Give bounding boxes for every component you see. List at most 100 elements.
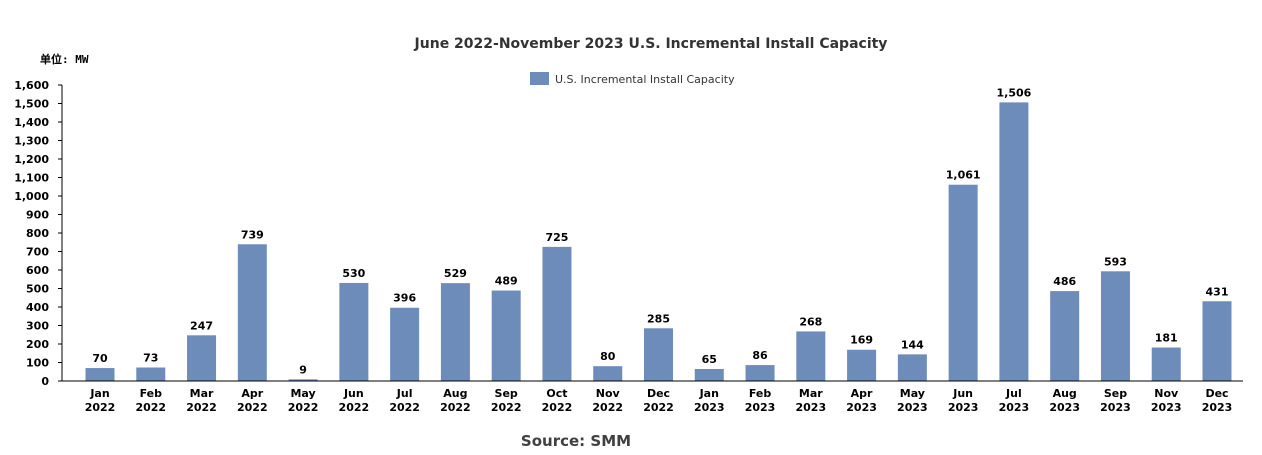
data-label: 431 [1206, 285, 1229, 298]
x-tick-label-year: 2022 [542, 401, 573, 414]
x-tick-label-month: Dec [647, 387, 670, 400]
y-axis: 0 100 200 300 400 500 600 700 800 900 1,000 1,100 1,… [14, 79, 63, 388]
bar [491, 290, 521, 381]
legend-label: U.S. Incremental Install Capacity [555, 73, 735, 86]
y-tick-label: 700 [26, 246, 49, 259]
data-label: 247 [190, 319, 213, 332]
data-label: 169 [850, 334, 873, 347]
x-tick-label-year: 2023 [694, 401, 725, 414]
x-tick-label-month: May [900, 387, 925, 400]
bar [85, 368, 115, 381]
chart-title: June 2022-November 2023 U.S. Incremental… [414, 36, 888, 52]
x-tick-label-year: 2022 [85, 401, 116, 414]
data-label: 65 [702, 353, 717, 366]
x-tick-label-year: 2022 [592, 401, 623, 414]
x-tick-label-year: 2022 [491, 401, 522, 414]
data-label: 529 [444, 267, 467, 280]
x-tick-label-year: 2023 [846, 401, 877, 414]
x-tick-label-month: Apr [241, 387, 263, 400]
x-tick-label-year: 2023 [1100, 401, 1131, 414]
x-tick-label-year: 2022 [186, 401, 217, 414]
bar [644, 328, 673, 381]
y-tick-label: 200 [26, 338, 49, 351]
data-label: 268 [799, 315, 822, 328]
bar [1202, 301, 1232, 381]
data-label: 593 [1104, 255, 1127, 268]
data-label: 80 [600, 350, 616, 363]
data-label: 73 [143, 351, 158, 364]
x-tick-label-month: Jun [952, 387, 973, 400]
y-tick-label: 300 [26, 320, 49, 333]
data-label: 486 [1053, 275, 1076, 288]
bar [542, 246, 572, 381]
data-label: 9 [299, 363, 307, 376]
bar [593, 366, 623, 381]
bar [1050, 291, 1080, 381]
x-tick-label-year: 2023 [1202, 401, 1233, 414]
x-tick-label-year: 2023 [1049, 401, 1080, 414]
y-tick-label: 1,500 [14, 98, 49, 111]
y-tick-label: 900 [26, 209, 49, 222]
x-tick-label-month: Mar [190, 387, 214, 400]
x-tick-label-month: Dec [1205, 387, 1228, 400]
x-tick-label-year: 2023 [1151, 401, 1182, 414]
data-label: 1,506 [997, 86, 1032, 99]
y-tick-label: 1,300 [14, 135, 49, 148]
x-tick-label-month: Aug [443, 387, 467, 400]
bar [1151, 347, 1181, 381]
data-label: 530 [342, 267, 365, 280]
data-label: 86 [752, 349, 768, 362]
x-tick-label-month: Mar [799, 387, 823, 400]
x-axis: Jan2022Feb2022Mar2022Apr2022May2022Jun20… [62, 380, 1243, 414]
bar [440, 283, 470, 381]
data-label: 285 [647, 312, 670, 325]
x-tick-label-year: 2023 [897, 401, 928, 414]
x-tick-label-month: May [290, 387, 315, 400]
x-tick-label-month: Nov [596, 387, 621, 400]
x-tick-label-year: 2023 [948, 401, 979, 414]
data-label: 725 [545, 231, 568, 244]
y-tick-label: 1,000 [14, 190, 49, 203]
bar [187, 335, 217, 381]
bar [847, 349, 877, 381]
x-tick-label-month: Apr [851, 387, 873, 400]
source-note: Source: SMM [521, 432, 631, 450]
y-tick-label: 1,200 [14, 153, 49, 166]
data-label: 1,061 [946, 169, 981, 182]
bar [136, 367, 166, 381]
bar [390, 307, 420, 381]
y-tick-label: 800 [26, 227, 49, 240]
x-tick-label-month: Jun [343, 387, 364, 400]
x-tick-label-year: 2022 [440, 401, 471, 414]
legend-swatch [530, 72, 549, 85]
y-tick-label: 1,600 [14, 79, 49, 92]
x-tick-label-month: Oct [546, 387, 567, 400]
bar [999, 102, 1029, 381]
unit-label: 单位: MW [40, 52, 89, 66]
data-labels: 70 73 247 739 9 530 396 529 489 725 80 285 65 86 268 16… [92, 86, 1228, 376]
y-tick-label: 0 [41, 375, 49, 388]
bar [237, 244, 267, 381]
x-tick-label-month: Aug [1053, 387, 1077, 400]
bar [948, 184, 978, 381]
bar [745, 365, 775, 381]
data-label: 396 [393, 292, 416, 305]
y-tick-label: 1,400 [14, 116, 49, 129]
x-tick-label-month: Feb [140, 387, 163, 400]
x-tick-label-year: 2022 [288, 401, 319, 414]
y-tick-label: 400 [26, 301, 49, 314]
y-tick-label: 100 [26, 357, 49, 370]
x-tick-label-month: Jul [1005, 387, 1022, 400]
x-tick-label-month: Jul [396, 387, 413, 400]
x-tick-label-year: 2023 [796, 401, 827, 414]
y-tick-label: 1,100 [14, 172, 49, 185]
x-tick-label-month: Nov [1154, 387, 1179, 400]
x-tick-label-year: 2022 [135, 401, 166, 414]
x-tick-label-month: Sep [495, 387, 518, 400]
data-label: 181 [1155, 332, 1178, 345]
data-label: 70 [92, 352, 108, 365]
y-tick-label: 500 [26, 283, 49, 296]
bar [694, 368, 724, 381]
x-tick-label-year: 2022 [339, 401, 370, 414]
